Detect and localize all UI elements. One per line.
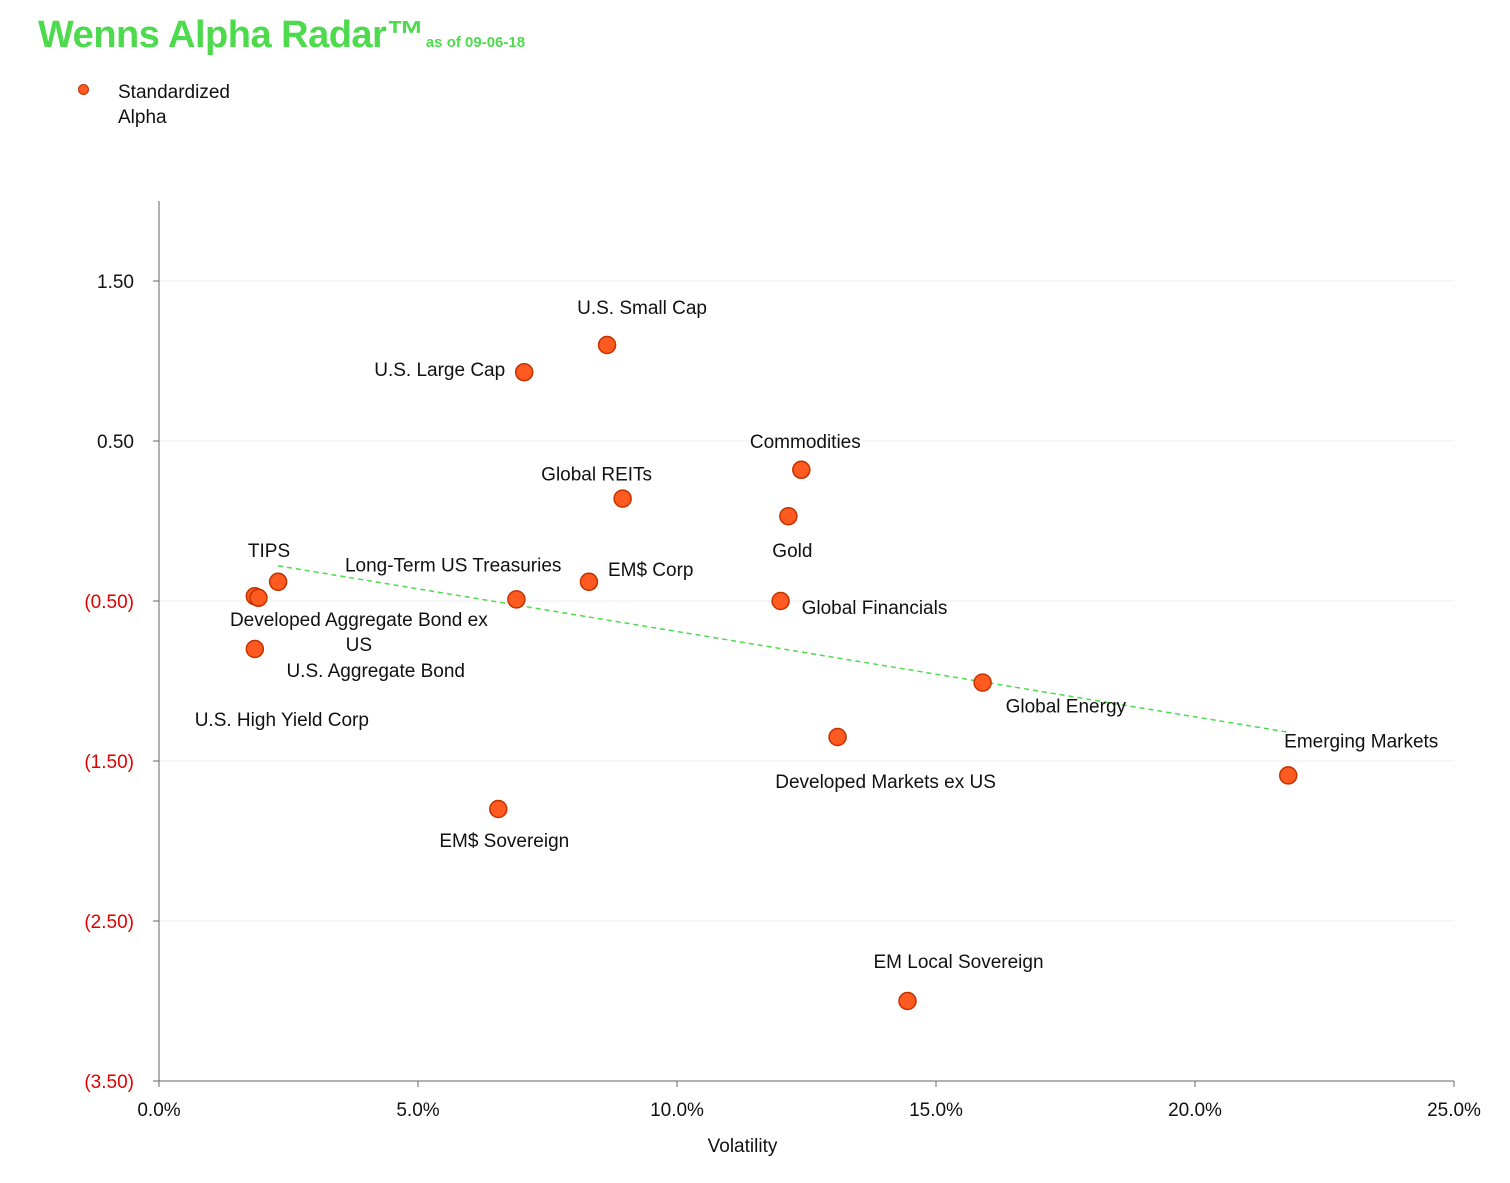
point-label: U.S. Large Cap	[374, 360, 505, 381]
data-point	[898, 991, 917, 1011]
point-label: EM$ Corp	[608, 560, 694, 581]
y-tick-label: (1.50)	[84, 752, 134, 773]
y-tick-label: (2.50)	[84, 912, 134, 933]
legend-marker	[78, 84, 89, 95]
data-point	[973, 673, 992, 692]
trendline	[278, 565, 1289, 733]
data-point	[489, 799, 508, 819]
point-label: Developed Markets ex US	[775, 772, 996, 793]
point-label: U.S. Small Cap	[577, 298, 707, 319]
x-tick-label: 20.0%	[1168, 1100, 1222, 1121]
point-label: Global Energy	[1006, 697, 1127, 718]
chart-title-main: Wenns Alpha Radar™	[38, 14, 424, 56]
x-tick-label: 25.0%	[1427, 1100, 1481, 1121]
x-tick-label: 5.0%	[396, 1100, 439, 1121]
point-label: Emerging Markets	[1284, 731, 1438, 752]
data-point	[579, 572, 599, 592]
x-tick-label: 15.0%	[909, 1100, 963, 1121]
data-point	[268, 572, 288, 592]
point-label: TIPS	[248, 541, 290, 562]
data-point	[828, 727, 847, 747]
data-point	[507, 590, 526, 609]
y-tick-label: (3.50)	[84, 1072, 134, 1093]
chart-date: as of 09-06-18	[425, 34, 526, 51]
y-tick-label: 0.50	[97, 432, 134, 453]
x-tick-label: 10.0%	[650, 1100, 704, 1121]
x-tick-label: 0.0%	[137, 1100, 180, 1121]
data-point	[245, 639, 265, 659]
y-tick-label: (0.50)	[84, 592, 134, 613]
data-point	[613, 489, 632, 508]
data-point	[792, 460, 811, 480]
point-label: Commodities	[750, 432, 861, 453]
data-point	[249, 588, 268, 608]
data-point	[779, 506, 798, 526]
data-point	[514, 362, 534, 382]
chart-title: Wenns Alpha Radar™ as of 09-06-18	[38, 14, 525, 57]
point-label: Developed Aggregate Bond ex US	[230, 610, 488, 656]
point-label: U.S. High Yield Corp	[195, 710, 369, 731]
legend-label: Standardized Alpha	[118, 82, 230, 128]
data-point	[597, 335, 617, 355]
data-point	[1278, 766, 1298, 785]
point-label: EM$ Sovereign	[439, 831, 569, 852]
point-label: Global REITs	[541, 465, 652, 486]
point-label: EM Local Sovereign	[873, 952, 1043, 973]
point-label: U.S. Aggregate Bond	[286, 661, 465, 682]
point-label: Long-Term US Treasuries	[345, 555, 561, 576]
y-tick-label: 1.50	[97, 272, 134, 293]
point-label: Global Financials	[802, 598, 948, 619]
data-point	[771, 591, 790, 611]
x-axis-label: Volatility	[708, 1136, 778, 1157]
point-label: Gold	[772, 541, 812, 562]
